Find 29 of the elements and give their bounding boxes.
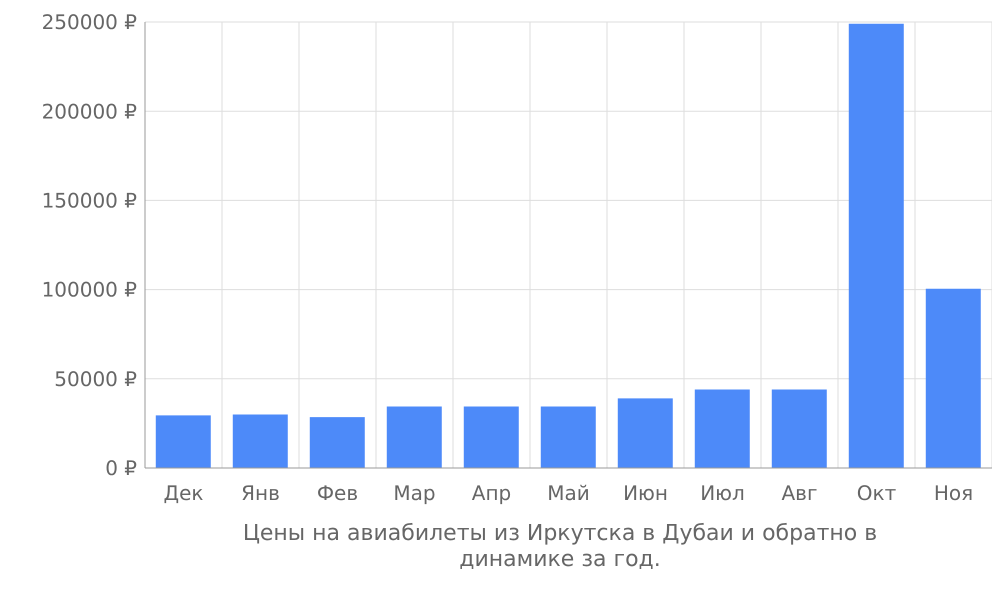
x-tick-label: Июл [700,481,745,506]
y-tick-label: 250000 ₽ [42,10,138,34]
y-tick-label: 100000 ₽ [42,278,138,302]
bar [156,415,211,468]
x-tick-label: Авг [782,481,818,506]
x-tick-label: Мар [393,481,436,506]
bar [310,417,365,468]
x-tick-label: Апр [472,481,512,506]
y-tick-label: 200000 ₽ [42,99,138,124]
x-tick-label: Ноя [934,481,974,506]
y-tick-label: 0 ₽ [105,456,138,480]
bar [694,390,750,468]
x-tick-label: Янв [241,481,280,506]
y-tick-label: 50000 ₽ [54,366,138,391]
bar [926,288,981,468]
bar [618,398,673,468]
y-tick-label: 150000 ₽ [42,188,138,212]
x-tick-label: Окт [856,481,897,506]
bar [540,406,596,468]
x-tick-label: Дек [163,481,204,506]
bar [772,390,827,468]
x-tick-label: Фев [316,481,358,506]
bar [386,406,442,468]
x-tick-label: Май [547,481,590,506]
x-tick-label: Июн [623,481,668,506]
bar [232,414,288,468]
bar [464,406,519,468]
x-axis-title: Цены на авиабилеты из Иркутска в Дубаи и обратно в динамике за год. [242,521,878,573]
bar [848,24,904,468]
